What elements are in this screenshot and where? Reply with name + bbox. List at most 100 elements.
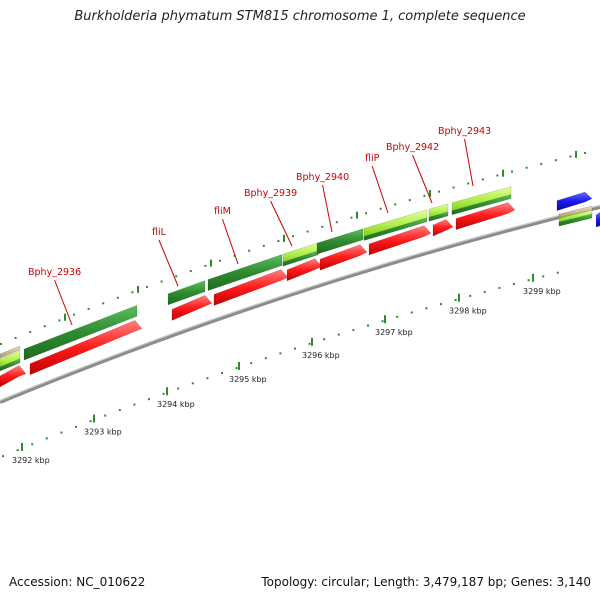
upper-minor-tick xyxy=(189,270,192,273)
cds-arrow xyxy=(286,258,323,282)
ruler-minor-tick xyxy=(31,443,34,446)
ruler-minor-tick xyxy=(60,431,63,434)
ruler-minor-tick xyxy=(308,342,311,345)
gene-bar-shadow xyxy=(0,358,21,372)
gene-label-layer: Bphy_2936 fliL fliM Bphy_2939 Bphy_2940 fliP B… xyxy=(28,126,491,326)
ruler-minor-tick xyxy=(454,298,457,301)
ruler-minor-tick xyxy=(556,271,559,274)
upper-minor-tick xyxy=(306,230,309,233)
upper-minor-tick xyxy=(540,162,543,165)
misc-feature xyxy=(0,345,21,359)
upper-minor-tick xyxy=(131,291,134,294)
upper-minor-tick xyxy=(496,174,499,177)
upper-minor-tick xyxy=(321,225,324,228)
ruler-minor-tick xyxy=(279,352,282,355)
kbp-label: 3299 kbp xyxy=(523,287,561,296)
upper-minor-tick xyxy=(29,331,32,334)
upper-minor-tick xyxy=(73,313,75,316)
ruler-minor-tick xyxy=(498,286,501,289)
summary-label: Topology: circular; Length: 3,479,187 bp… xyxy=(261,575,591,589)
gene-bar-shadow xyxy=(558,213,593,227)
cds-arrow xyxy=(213,269,289,306)
upper-minor-tick xyxy=(452,186,455,189)
upper-minor-tick xyxy=(233,254,236,257)
cds-arrow xyxy=(0,365,27,388)
map-title: Burkholderia phymatum STM815 chromosome … xyxy=(74,9,526,24)
kbp-label: 3293 kbp xyxy=(84,427,122,436)
ruler-minor-tick xyxy=(45,437,48,440)
ruler-minor-tick xyxy=(513,283,515,286)
ruler-minor-tick xyxy=(381,320,384,323)
ruler-minor-tick xyxy=(235,367,238,370)
ruler-minor-tick xyxy=(148,398,150,401)
gene-label: Bphy_2936 xyxy=(28,267,81,278)
ruler-minor-tick xyxy=(2,455,4,458)
upper-minor-tick xyxy=(160,280,163,283)
upper-minor-tick xyxy=(0,343,2,345)
gene-leader-line xyxy=(54,279,73,326)
ruler-minor-tick xyxy=(323,338,326,341)
feature-track xyxy=(0,186,600,388)
cds-arrow xyxy=(29,320,143,376)
ruler-minor-tick xyxy=(221,372,223,375)
upper-minor-tick xyxy=(365,212,367,215)
ruler-minor-tick xyxy=(425,307,428,310)
upper-minor-tick xyxy=(554,159,557,162)
ruler-minor-tick xyxy=(294,347,296,350)
gene-leader-line xyxy=(371,165,389,214)
ruler-minor-tick xyxy=(104,414,107,417)
gene-bar xyxy=(316,228,364,255)
gene-bar xyxy=(23,304,138,361)
cds-arrow xyxy=(455,202,516,230)
upper-minor-tick xyxy=(146,285,148,288)
upper-minor-tick xyxy=(102,302,105,305)
gene-leader-line xyxy=(158,239,179,287)
upper-minor-tick xyxy=(511,170,513,173)
upper-minor-tick xyxy=(467,182,470,185)
gene-bar-shadow xyxy=(451,194,512,216)
kbp-label: 3292 kbp xyxy=(12,456,50,465)
kbp-label: 3295 kbp xyxy=(229,375,267,384)
upper-minor-tick xyxy=(525,166,528,169)
upper-minor-tick xyxy=(175,275,178,278)
gene-bar-shadow xyxy=(282,250,319,267)
gene-label: Bphy_2939 xyxy=(244,188,297,199)
upper-minor-tick xyxy=(335,221,338,224)
upper-minor-tick xyxy=(438,190,440,193)
upper-minor-tick xyxy=(394,203,397,206)
gene-label: Bphy_2942 xyxy=(386,142,439,153)
upper-minor-tick xyxy=(248,249,251,252)
blue-feature xyxy=(556,191,593,211)
ruler-minor-tick xyxy=(75,425,77,428)
upper-minor-tick xyxy=(584,151,586,154)
ruler-minor-tick xyxy=(162,392,165,395)
ruler-minor-tick xyxy=(206,377,209,380)
ruler-minor-tick xyxy=(542,275,545,278)
gene-leader-line xyxy=(464,138,474,187)
ruler-minor-tick xyxy=(133,403,136,406)
upper-minor-tick xyxy=(423,194,426,197)
ruler-minor-tick xyxy=(396,315,399,318)
gene-label: fliP xyxy=(365,153,380,164)
upper-minor-tick xyxy=(219,259,221,262)
upper-minor-tick xyxy=(262,244,265,247)
cds-arrow xyxy=(319,244,368,271)
ruler-minor-tick xyxy=(367,324,369,327)
ruler-minor-tick xyxy=(16,449,19,452)
kbp-label: 3298 kbp xyxy=(449,307,487,316)
gene-bar-shadow xyxy=(363,217,428,241)
gene-leader-line xyxy=(270,200,293,247)
ruler-ticks: 3292 kbp 3293 kbp 3294 kbp 3295 kbp 3296 kbp… xyxy=(0,150,586,465)
backbone-highlight xyxy=(0,205,600,401)
upper-minor-tick xyxy=(43,325,46,328)
upper-minor-tick xyxy=(58,319,61,322)
upper-minor-tick xyxy=(204,264,207,267)
gene-leader-line xyxy=(322,184,333,233)
upper-minor-tick xyxy=(87,307,90,310)
upper-minor-tick xyxy=(116,296,119,299)
ruler-minor-tick xyxy=(483,290,486,293)
cds-arrow xyxy=(368,225,432,256)
cds-arrow xyxy=(171,294,213,321)
gene-label: Bphy_2940 xyxy=(296,172,349,183)
kbp-label: 3294 kbp xyxy=(157,400,195,409)
